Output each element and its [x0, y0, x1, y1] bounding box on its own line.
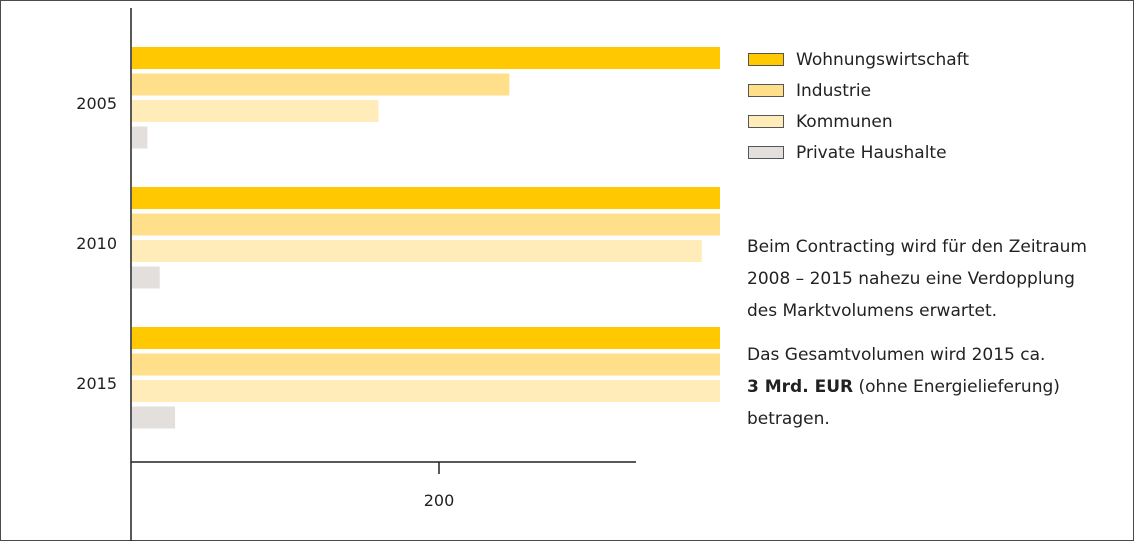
bar — [132, 327, 720, 349]
annotation-text: Beim Contracting wird für den Zeitraum 2… — [747, 231, 1107, 447]
bar — [132, 126, 148, 149]
bars-group — [132, 47, 720, 429]
category-label: 2015 — [76, 374, 117, 393]
legend-item: Wohnungswirtschaft — [748, 44, 969, 75]
x-tick-label: 200 — [424, 491, 455, 510]
legend-label: Private Haushalte — [796, 142, 947, 163]
annotation-highlight: 3 Mrd. EUR — [747, 377, 854, 397]
bar — [132, 380, 720, 402]
annotation-paragraph-1: Beim Contracting wird für den Zeitraum 2… — [747, 237, 1087, 321]
legend: Wohnungswirtschaft Industrie Kommunen Pr… — [748, 44, 969, 168]
tick-labels-group: 2005201020152004006008001.0001.200 — [76, 94, 455, 510]
legend-label: Wohnungswirtschaft — [796, 49, 969, 70]
category-label: 2010 — [76, 234, 117, 253]
bar — [132, 47, 720, 69]
bar — [132, 240, 702, 262]
bar — [132, 353, 720, 376]
legend-item: Industrie — [748, 75, 969, 106]
legend-label: Industrie — [796, 80, 872, 101]
annotation-text-before: Das Gesamtvolumen wird 2015 ca. — [747, 345, 1046, 365]
legend-swatch — [748, 115, 784, 128]
bar — [132, 100, 379, 122]
axes-group — [130, 8, 636, 541]
annotation-text-after: (ohne Energielieferung) betragen. — [747, 377, 1060, 429]
legend-item: Kommunen — [748, 106, 969, 137]
legend-swatch — [748, 146, 784, 159]
legend-swatch — [748, 53, 784, 66]
legend-item: Private Haushalte — [748, 137, 969, 168]
bar — [132, 213, 720, 236]
legend-swatch — [748, 84, 784, 97]
bar — [132, 406, 176, 429]
category-label: 2005 — [76, 94, 117, 113]
bar — [132, 73, 510, 96]
bar-chart: 2005201020152004006008001.0001.200 — [76, 8, 720, 541]
bar — [132, 266, 160, 289]
legend-label: Kommunen — [796, 111, 893, 132]
bar — [132, 187, 720, 209]
annotation-paragraph-2: Das Gesamtvolumen wird 2015 ca. 3 Mrd. E… — [747, 339, 1107, 435]
